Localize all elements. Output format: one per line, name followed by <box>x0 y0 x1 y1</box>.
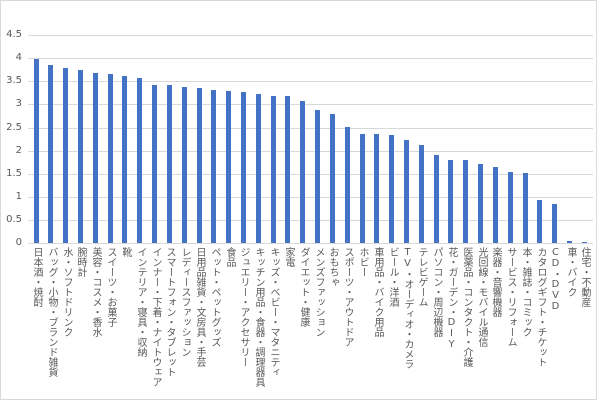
x-axis-category-label: ジュエリー・アクセサリー <box>238 247 249 367</box>
bar <box>315 110 320 243</box>
gridline <box>28 197 593 198</box>
bar <box>226 91 231 243</box>
bar <box>419 145 424 243</box>
y-axis-tick-label: 0 <box>15 237 22 248</box>
gridline <box>28 81 593 82</box>
gridline <box>28 220 593 221</box>
y-axis-tick-label: 4.5 <box>6 29 22 40</box>
bar <box>434 155 439 243</box>
x-axis-category-label: おもちゃ <box>327 247 338 287</box>
x-axis-category-label: キッチン用品・食器・調理器具 <box>253 247 264 387</box>
bar <box>537 200 542 243</box>
bar <box>182 87 187 243</box>
x-axis-category-label: CD・DVD <box>550 247 561 312</box>
x-axis-category-label: 医薬品・コンタクト・介護 <box>461 247 472 367</box>
x-axis-category-label: レディースファッション <box>179 247 190 357</box>
bar <box>552 204 557 243</box>
gridline <box>28 174 593 175</box>
bar <box>167 85 172 243</box>
x-axis-category-label: 日用品雑貨・文房具・手芸 <box>194 247 205 367</box>
gridline <box>28 128 593 129</box>
x-axis-category-label: メンズファッション <box>313 247 324 337</box>
x-axis-category-label: 食品 <box>224 247 235 267</box>
bar <box>122 76 127 243</box>
x-axis-category-label: パソコン・周辺機器 <box>431 247 442 337</box>
bar <box>345 127 350 243</box>
y-axis-tick-label: 3.5 <box>6 75 22 86</box>
bar <box>211 90 216 243</box>
y-axis-tick-label: 1.5 <box>6 168 22 179</box>
x-axis-category-label: TV・オーディオ・カメラ <box>402 247 413 369</box>
bar <box>463 160 468 243</box>
x-axis-category-label: 腕時計 <box>75 247 86 277</box>
bar <box>389 135 394 243</box>
x-axis-category-label: 光回線・モバイル通信 <box>476 247 487 347</box>
bar <box>374 134 379 243</box>
gridline <box>28 151 593 152</box>
bar <box>582 242 587 243</box>
x-axis-category-label: インナー・下着・ナイトウェア <box>150 247 161 387</box>
x-axis-category-label: 靴 <box>120 247 131 257</box>
x-axis-category-label: 車用品・バイク用品 <box>372 247 383 337</box>
x-axis-category-label: 水・ソフトドリンク <box>61 247 72 337</box>
x-axis-category-label: スポーツ・アウトドア <box>342 247 353 347</box>
x-axis-category-label: 住宅・不動産 <box>579 247 590 307</box>
x-axis-category-label: ビール・洋酒 <box>387 247 398 307</box>
y-axis-tick-label: 0.5 <box>6 214 22 225</box>
bar <box>108 74 113 243</box>
x-axis-category-label: 車・バイク <box>565 247 576 297</box>
y-axis-tick-label: 4 <box>15 52 22 63</box>
bar <box>567 241 572 243</box>
bar <box>34 59 39 243</box>
bar <box>285 96 290 243</box>
bar <box>330 114 335 243</box>
bar <box>197 88 202 243</box>
bar <box>78 70 83 243</box>
bar <box>404 140 409 243</box>
bar <box>93 73 98 243</box>
x-axis-category-label: スマートフォン・タブレット <box>164 247 175 377</box>
bar <box>523 173 528 243</box>
x-axis-category-label: バッグ・小物・ブランド雑貨 <box>46 247 57 377</box>
x-axis-category-label: ペット・ペットグッズ <box>209 247 220 347</box>
bar <box>448 160 453 243</box>
bar <box>300 101 305 243</box>
bar <box>241 92 246 243</box>
x-axis-category-label: スイーツ・お菓子 <box>105 247 116 327</box>
x-axis-category-label: キッズ・ベビー・マタニティ <box>268 247 279 377</box>
y-axis-tick-label: 2 <box>15 145 22 156</box>
x-axis-category-label: テレビゲーム <box>416 247 427 307</box>
bar <box>478 164 483 243</box>
x-axis-category-label: ダイエット・健康 <box>298 247 309 327</box>
x-axis-category-label: 家電 <box>283 247 294 267</box>
x-axis-category-label: 本・雑誌・コミック <box>520 247 531 337</box>
bar <box>63 68 68 243</box>
bar <box>256 94 261 243</box>
gridline <box>28 243 593 244</box>
x-axis-category-label: カタログギフト・チケット <box>535 247 546 367</box>
bar <box>152 85 157 243</box>
gridline <box>28 58 593 59</box>
x-axis-category-label: 楽器・音響機器 <box>490 247 501 317</box>
x-axis-category-label: 花・ガーデン・DIY <box>446 247 457 350</box>
bar <box>508 172 513 243</box>
bar <box>493 167 498 243</box>
x-axis-category-label: 美容・コスメ・香水 <box>90 247 101 337</box>
bar <box>271 96 276 243</box>
bar <box>360 134 365 243</box>
gridline <box>28 104 593 105</box>
gridline <box>28 35 593 36</box>
x-axis-category-label: ホビー <box>357 247 368 277</box>
bar <box>137 78 142 243</box>
y-axis-tick-label: 1 <box>15 191 22 202</box>
bar <box>48 65 53 243</box>
y-axis-tick-label: 3 <box>15 98 22 109</box>
x-axis-category-label: サービス・リフォーム <box>505 247 516 347</box>
x-axis-category-label: インテリア・寝具・収納 <box>135 247 146 357</box>
x-axis-category-label: 日本酒・焼酎 <box>31 247 42 307</box>
y-axis-tick-label: 2.5 <box>6 122 22 133</box>
